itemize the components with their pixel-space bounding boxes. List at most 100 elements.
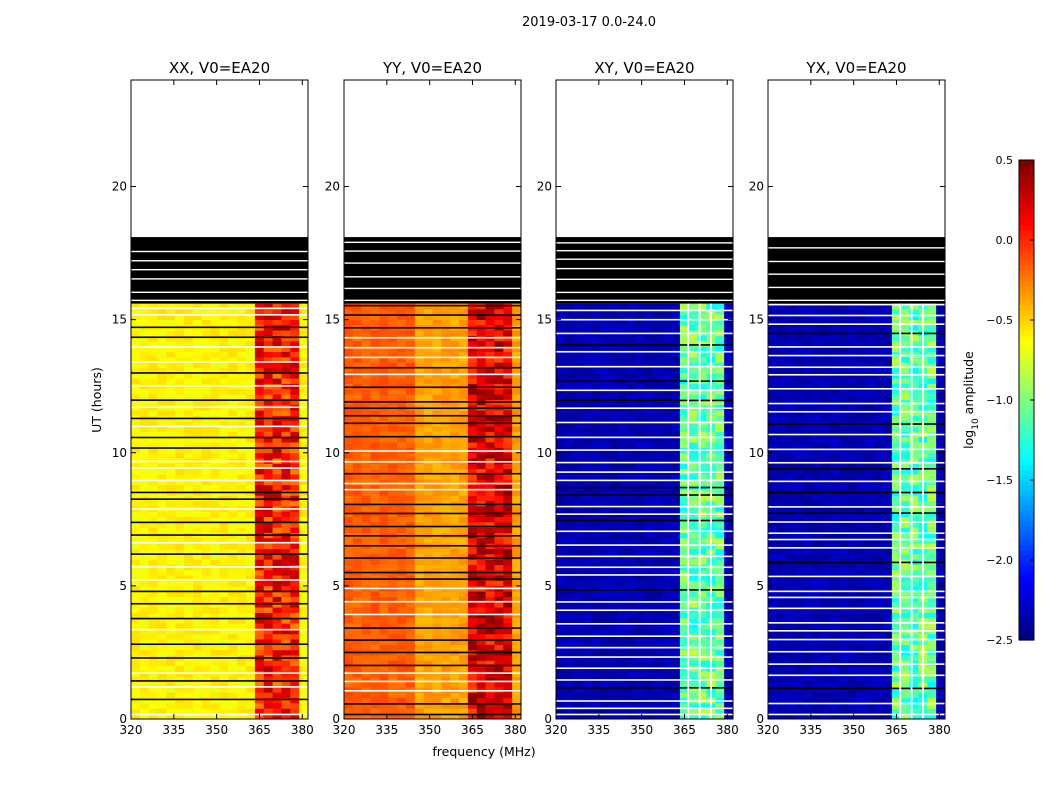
heatmap-cell [512, 303, 522, 310]
heatmap-cell [467, 303, 478, 310]
heatmap-cell [131, 314, 141, 321]
heatmap-cell [148, 708, 158, 715]
heatmap-cell [591, 649, 601, 656]
heatmap-cell [175, 410, 185, 416]
heatmap-cell [512, 330, 522, 336]
heatmap-cell [582, 394, 592, 400]
heatmap-cell [379, 537, 389, 544]
heatmap-cell [219, 367, 229, 374]
heatmap-cell [423, 436, 433, 443]
heatmap-cell [405, 580, 416, 587]
heatmap-cell [724, 495, 734, 502]
heatmap-cell [626, 532, 637, 539]
heatmap-cell [263, 372, 273, 379]
heatmap-cell [281, 639, 291, 645]
heatmap-cell [450, 708, 460, 715]
heatmap-cell [503, 362, 513, 368]
heatmap-cell [228, 340, 238, 347]
heatmap-cell [263, 596, 273, 603]
heatmap-cell [237, 596, 247, 603]
heatmap-cell [494, 703, 504, 709]
heatmap-cell [467, 314, 478, 321]
heatmap-cell [290, 335, 300, 342]
heatmap-cell [556, 442, 566, 448]
heatmap-cell [653, 372, 663, 379]
heatmap-cell [635, 356, 645, 363]
heatmap-cell [697, 346, 707, 352]
heatmap-cell [441, 388, 451, 395]
heatmap-cell [361, 713, 371, 720]
heatmap-cell [263, 591, 273, 597]
heatmap-cell [290, 692, 300, 699]
heatmap-cell [379, 506, 389, 512]
heatmap-cell [617, 479, 628, 486]
heatmap-cell [184, 617, 194, 624]
heatmap-cell [494, 463, 504, 470]
heatmap-cell [379, 617, 389, 624]
heatmap-cell [679, 649, 690, 656]
flag-stripe [131, 425, 308, 428]
heatmap-cell [379, 687, 389, 693]
heatmap-cell [679, 617, 690, 624]
heatmap-cell [776, 703, 787, 709]
heatmap-cell [556, 495, 566, 502]
heatmap-cell [582, 458, 592, 464]
heatmap-cell [617, 303, 628, 310]
heatmap-cell [485, 548, 495, 555]
heatmap-cell [379, 479, 389, 486]
heatmap-cell [662, 458, 672, 464]
y-tick-label: 5 [544, 579, 552, 593]
heatmap-cell [485, 367, 495, 374]
flag-stripe [556, 318, 733, 321]
flag-stripe [556, 389, 733, 392]
heatmap-cell [139, 372, 150, 379]
heatmap-cell [635, 506, 645, 512]
heatmap-cell [379, 410, 389, 416]
heatmap-cell [653, 537, 663, 544]
flag-stripe [556, 309, 733, 312]
heatmap-cell [459, 687, 469, 693]
heatmap-cell [299, 703, 309, 709]
flag-stripe [344, 326, 521, 329]
heatmap-cell [148, 474, 158, 480]
heatmap-cell [344, 665, 354, 672]
heatmap-cell [157, 633, 167, 640]
heatmap-cell [467, 330, 478, 336]
heatmap-cell [175, 479, 185, 486]
heatmap-cell [467, 367, 478, 374]
heatmap-cell [131, 399, 141, 406]
flag-stripe [556, 332, 733, 335]
heatmap-cell [290, 644, 300, 651]
heatmap-cell [697, 569, 707, 576]
heatmap-cell [626, 516, 637, 523]
heatmap-cell [662, 500, 672, 507]
heatmap-cell [201, 330, 212, 336]
heatmap-cell [254, 665, 265, 672]
heatmap-cell [210, 628, 220, 635]
heatmap-cell [423, 303, 433, 310]
heatmap-cell [299, 612, 309, 619]
heatmap-cell [210, 426, 220, 432]
heatmap-cell [157, 452, 167, 459]
heatmap-cell [175, 612, 185, 619]
heatmap-cell [157, 399, 167, 406]
heatmap-cell [609, 442, 619, 448]
heatmap-cell [254, 495, 265, 502]
heatmap-cell [600, 601, 610, 608]
heatmap-cell [281, 676, 291, 683]
heatmap-cell [564, 346, 575, 352]
heatmap-cell [653, 543, 663, 549]
heatmap-cell [582, 639, 592, 645]
heatmap-cell [609, 623, 619, 629]
heatmap-cell [494, 442, 504, 448]
heatmap-cell [272, 537, 282, 544]
heatmap-cell [237, 442, 247, 448]
heatmap-cell [192, 697, 203, 704]
heatmap-cell [671, 708, 681, 715]
heatmap-cell [157, 319, 167, 326]
heatmap-cell [361, 319, 371, 326]
heatmap-cell [900, 708, 910, 715]
heatmap-cell [192, 596, 203, 603]
heatmap-cell [485, 463, 495, 470]
heatmap-cell [379, 527, 389, 534]
